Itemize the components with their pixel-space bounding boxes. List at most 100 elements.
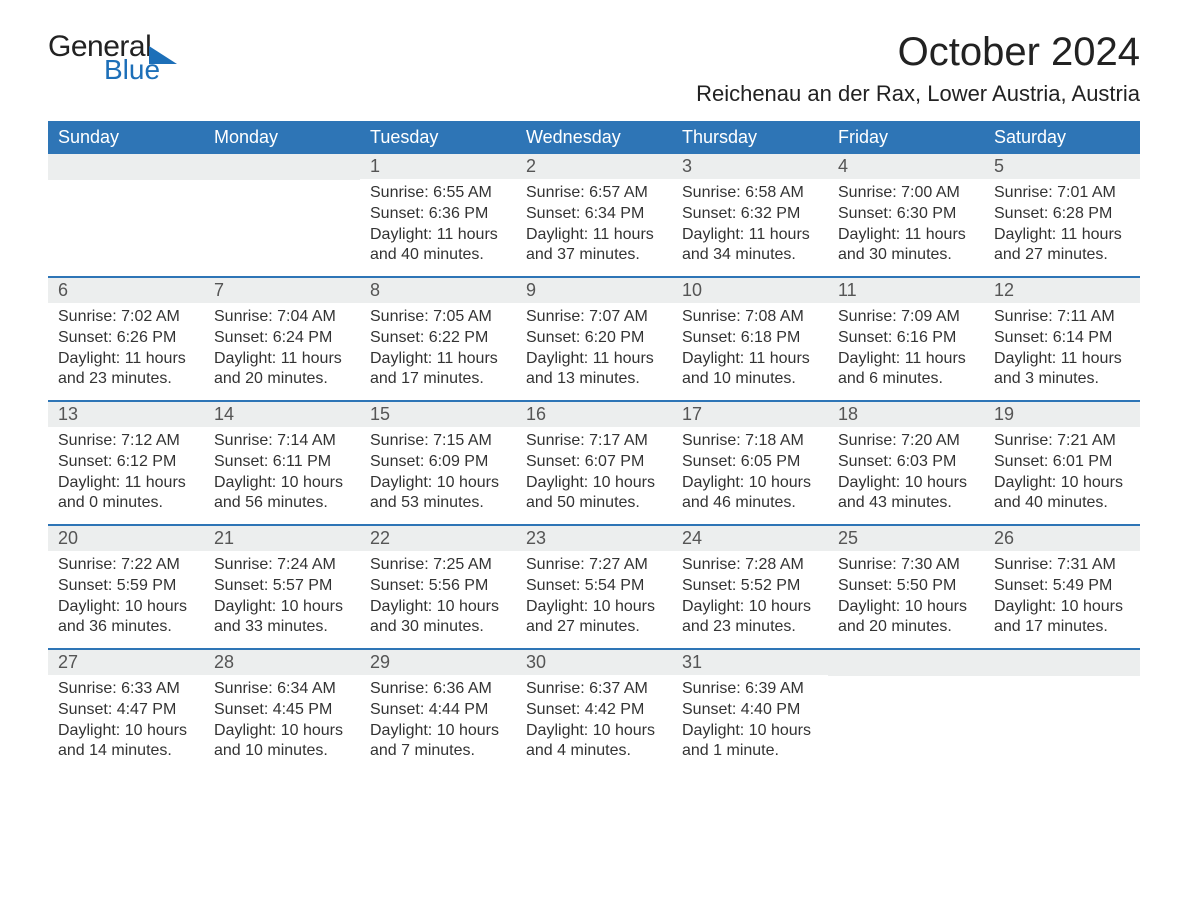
day-body: Sunrise: 7:04 AMSunset: 6:24 PMDaylight:… bbox=[204, 303, 360, 398]
day-dl2: and 53 minutes. bbox=[370, 493, 506, 514]
day-sunrise: Sunrise: 7:11 AM bbox=[994, 307, 1130, 328]
day-dl1: Daylight: 10 hours bbox=[838, 473, 974, 494]
day-number-bar: 7 bbox=[204, 278, 360, 303]
day-number-bar: 12 bbox=[984, 278, 1140, 303]
day-body: Sunrise: 7:02 AMSunset: 6:26 PMDaylight:… bbox=[48, 303, 204, 398]
day-body: Sunrise: 7:21 AMSunset: 6:01 PMDaylight:… bbox=[984, 427, 1140, 522]
day-sunset: Sunset: 5:52 PM bbox=[682, 576, 818, 597]
day-dl1: Daylight: 10 hours bbox=[682, 597, 818, 618]
week-row: 13Sunrise: 7:12 AMSunset: 6:12 PMDayligh… bbox=[48, 400, 1140, 524]
day-dl1: Daylight: 10 hours bbox=[526, 597, 662, 618]
dow-cell: Monday bbox=[204, 121, 360, 154]
day-cell bbox=[204, 154, 360, 276]
day-number-bar: 13 bbox=[48, 402, 204, 427]
day-number-bar: 4 bbox=[828, 154, 984, 179]
day-dl1: Daylight: 11 hours bbox=[526, 225, 662, 246]
day-body: Sunrise: 7:14 AMSunset: 6:11 PMDaylight:… bbox=[204, 427, 360, 522]
day-number-bar: 19 bbox=[984, 402, 1140, 427]
day-number-bar: 8 bbox=[360, 278, 516, 303]
day-sunrise: Sunrise: 6:58 AM bbox=[682, 183, 818, 204]
day-dl2: and 30 minutes. bbox=[838, 245, 974, 266]
day-dl2: and 20 minutes. bbox=[838, 617, 974, 638]
day-sunset: Sunset: 5:56 PM bbox=[370, 576, 506, 597]
day-cell: 29Sunrise: 6:36 AMSunset: 4:44 PMDayligh… bbox=[360, 650, 516, 772]
day-body: Sunrise: 6:33 AMSunset: 4:47 PMDaylight:… bbox=[48, 675, 204, 770]
day-sunset: Sunset: 6:12 PM bbox=[58, 452, 194, 473]
day-body: Sunrise: 7:18 AMSunset: 6:05 PMDaylight:… bbox=[672, 427, 828, 522]
day-dl2: and 4 minutes. bbox=[526, 741, 662, 762]
day-sunset: Sunset: 4:47 PM bbox=[58, 700, 194, 721]
day-sunset: Sunset: 6:18 PM bbox=[682, 328, 818, 349]
day-sunrise: Sunrise: 7:20 AM bbox=[838, 431, 974, 452]
logo: General Blue bbox=[48, 30, 177, 86]
day-dl2: and 27 minutes. bbox=[526, 617, 662, 638]
day-sunrise: Sunrise: 6:57 AM bbox=[526, 183, 662, 204]
day-cell: 27Sunrise: 6:33 AMSunset: 4:47 PMDayligh… bbox=[48, 650, 204, 772]
day-dl1: Daylight: 10 hours bbox=[994, 473, 1130, 494]
day-cell bbox=[48, 154, 204, 276]
day-cell: 9Sunrise: 7:07 AMSunset: 6:20 PMDaylight… bbox=[516, 278, 672, 400]
day-sunset: Sunset: 6:16 PM bbox=[838, 328, 974, 349]
day-dl1: Daylight: 10 hours bbox=[526, 473, 662, 494]
day-number-bar bbox=[828, 650, 984, 676]
day-number-bar: 18 bbox=[828, 402, 984, 427]
day-sunrise: Sunrise: 7:09 AM bbox=[838, 307, 974, 328]
day-cell: 24Sunrise: 7:28 AMSunset: 5:52 PMDayligh… bbox=[672, 526, 828, 648]
day-body: Sunrise: 7:17 AMSunset: 6:07 PMDaylight:… bbox=[516, 427, 672, 522]
day-cell: 26Sunrise: 7:31 AMSunset: 5:49 PMDayligh… bbox=[984, 526, 1140, 648]
day-dl2: and 40 minutes. bbox=[370, 245, 506, 266]
day-dl2: and 0 minutes. bbox=[58, 493, 194, 514]
day-sunset: Sunset: 5:54 PM bbox=[526, 576, 662, 597]
day-sunrise: Sunrise: 7:04 AM bbox=[214, 307, 350, 328]
day-dl1: Daylight: 11 hours bbox=[370, 349, 506, 370]
day-dl2: and 37 minutes. bbox=[526, 245, 662, 266]
day-cell: 20Sunrise: 7:22 AMSunset: 5:59 PMDayligh… bbox=[48, 526, 204, 648]
day-cell: 11Sunrise: 7:09 AMSunset: 6:16 PMDayligh… bbox=[828, 278, 984, 400]
day-dl2: and 10 minutes. bbox=[682, 369, 818, 390]
day-body: Sunrise: 7:11 AMSunset: 6:14 PMDaylight:… bbox=[984, 303, 1140, 398]
day-cell bbox=[984, 650, 1140, 772]
day-sunset: Sunset: 6:34 PM bbox=[526, 204, 662, 225]
day-number-bar: 16 bbox=[516, 402, 672, 427]
calendar-grid: SundayMondayTuesdayWednesdayThursdayFrid… bbox=[48, 121, 1140, 772]
day-dl1: Daylight: 10 hours bbox=[214, 473, 350, 494]
day-dl2: and 20 minutes. bbox=[214, 369, 350, 390]
day-sunrise: Sunrise: 7:18 AM bbox=[682, 431, 818, 452]
day-dl2: and 43 minutes. bbox=[838, 493, 974, 514]
day-body: Sunrise: 7:31 AMSunset: 5:49 PMDaylight:… bbox=[984, 551, 1140, 646]
day-body: Sunrise: 7:05 AMSunset: 6:22 PMDaylight:… bbox=[360, 303, 516, 398]
day-cell: 6Sunrise: 7:02 AMSunset: 6:26 PMDaylight… bbox=[48, 278, 204, 400]
day-number-bar: 10 bbox=[672, 278, 828, 303]
day-body: Sunrise: 7:01 AMSunset: 6:28 PMDaylight:… bbox=[984, 179, 1140, 274]
day-dl1: Daylight: 11 hours bbox=[58, 473, 194, 494]
day-sunrise: Sunrise: 7:25 AM bbox=[370, 555, 506, 576]
day-sunrise: Sunrise: 7:30 AM bbox=[838, 555, 974, 576]
day-body: Sunrise: 6:39 AMSunset: 4:40 PMDaylight:… bbox=[672, 675, 828, 770]
day-number-bar bbox=[984, 650, 1140, 676]
day-body: Sunrise: 6:37 AMSunset: 4:42 PMDaylight:… bbox=[516, 675, 672, 770]
day-body: Sunrise: 7:27 AMSunset: 5:54 PMDaylight:… bbox=[516, 551, 672, 646]
day-sunrise: Sunrise: 7:12 AM bbox=[58, 431, 194, 452]
day-body: Sunrise: 6:34 AMSunset: 4:45 PMDaylight:… bbox=[204, 675, 360, 770]
day-sunset: Sunset: 5:50 PM bbox=[838, 576, 974, 597]
day-number-bar: 17 bbox=[672, 402, 828, 427]
day-dl2: and 14 minutes. bbox=[58, 741, 194, 762]
day-dl2: and 1 minute. bbox=[682, 741, 818, 762]
day-number-bar: 2 bbox=[516, 154, 672, 179]
day-sunset: Sunset: 4:42 PM bbox=[526, 700, 662, 721]
day-sunset: Sunset: 6:24 PM bbox=[214, 328, 350, 349]
day-sunrise: Sunrise: 7:27 AM bbox=[526, 555, 662, 576]
day-number-bar: 14 bbox=[204, 402, 360, 427]
day-dl1: Daylight: 10 hours bbox=[370, 473, 506, 494]
day-cell: 12Sunrise: 7:11 AMSunset: 6:14 PMDayligh… bbox=[984, 278, 1140, 400]
day-cell: 15Sunrise: 7:15 AMSunset: 6:09 PMDayligh… bbox=[360, 402, 516, 524]
day-sunset: Sunset: 5:49 PM bbox=[994, 576, 1130, 597]
day-cell: 1Sunrise: 6:55 AMSunset: 6:36 PMDaylight… bbox=[360, 154, 516, 276]
day-number-bar: 11 bbox=[828, 278, 984, 303]
day-sunset: Sunset: 5:59 PM bbox=[58, 576, 194, 597]
day-body: Sunrise: 7:08 AMSunset: 6:18 PMDaylight:… bbox=[672, 303, 828, 398]
day-sunrise: Sunrise: 7:22 AM bbox=[58, 555, 194, 576]
day-body: Sunrise: 7:07 AMSunset: 6:20 PMDaylight:… bbox=[516, 303, 672, 398]
day-dl1: Daylight: 11 hours bbox=[214, 349, 350, 370]
day-sunset: Sunset: 5:57 PM bbox=[214, 576, 350, 597]
